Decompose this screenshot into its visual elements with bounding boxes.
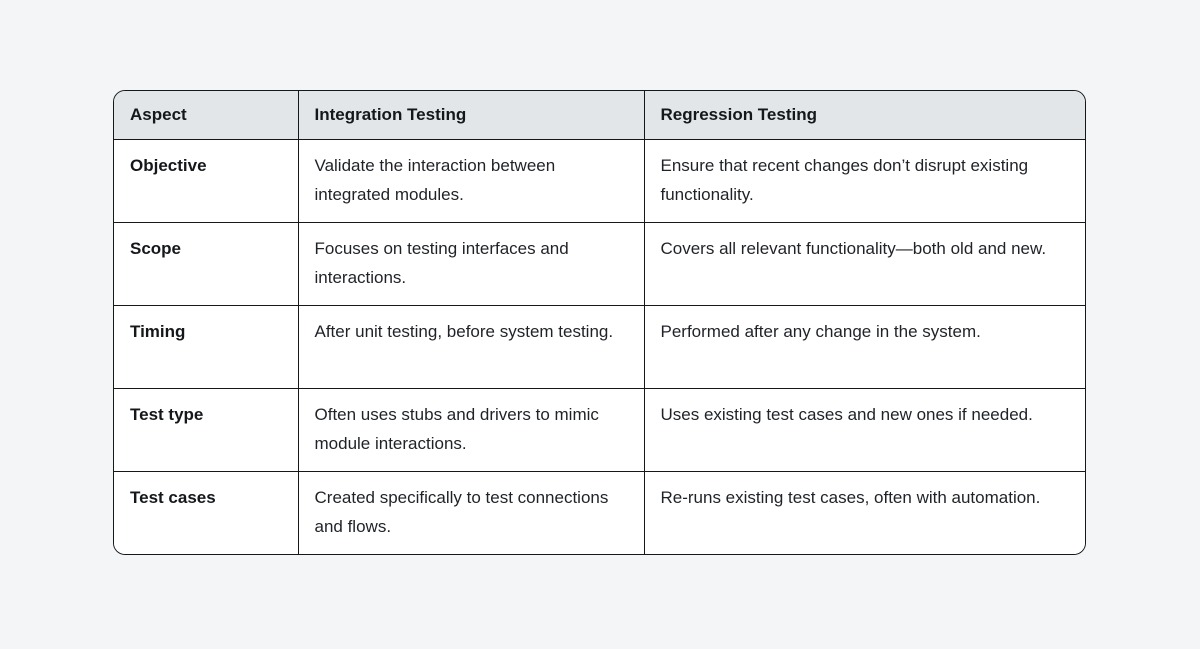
table-row: Test type Often uses stubs and drivers t… — [114, 388, 1085, 472]
cell-test-type-regression: Uses existing test cases and new ones if… — [644, 388, 1085, 472]
comparison-table: Aspect Integration Testing Regression Te… — [113, 90, 1086, 555]
row-label-test-type: Test type — [114, 388, 299, 472]
cell-timing-integration: After unit testing, before system testin… — [298, 305, 645, 389]
cell-objective-regression: Ensure that recent changes don’t disrupt… — [644, 139, 1085, 223]
cell-test-type-integration: Often uses stubs and drivers to mimic mo… — [298, 388, 645, 472]
row-label-objective: Objective — [114, 139, 299, 223]
table-row: Timing After unit testing, before system… — [114, 305, 1085, 389]
cell-test-cases-integration: Created specifically to test connections… — [298, 471, 645, 554]
row-label-scope: Scope — [114, 222, 299, 306]
column-header-aspect: Aspect — [114, 91, 299, 140]
testing-comparison-table: Aspect Integration Testing Regression Te… — [114, 91, 1085, 554]
row-label-test-cases: Test cases — [114, 471, 299, 554]
cell-timing-regression: Performed after any change in the system… — [644, 305, 1085, 389]
column-header-integration-testing: Integration Testing — [298, 91, 645, 140]
cell-test-cases-regression: Re-runs existing test cases, often with … — [644, 471, 1085, 554]
row-label-timing: Timing — [114, 305, 299, 389]
table-row: Scope Focuses on testing interfaces and … — [114, 222, 1085, 306]
cell-objective-integration: Validate the interaction between integra… — [298, 139, 645, 223]
cell-scope-regression: Covers all relevant functionality—both o… — [644, 222, 1085, 306]
cell-scope-integration: Focuses on testing interfaces and intera… — [298, 222, 645, 306]
column-header-regression-testing: Regression Testing — [644, 91, 1085, 140]
table-row: Objective Validate the interaction betwe… — [114, 139, 1085, 223]
table-header-row: Aspect Integration Testing Regression Te… — [114, 91, 1085, 140]
table-row: Test cases Created specifically to test … — [114, 471, 1085, 554]
